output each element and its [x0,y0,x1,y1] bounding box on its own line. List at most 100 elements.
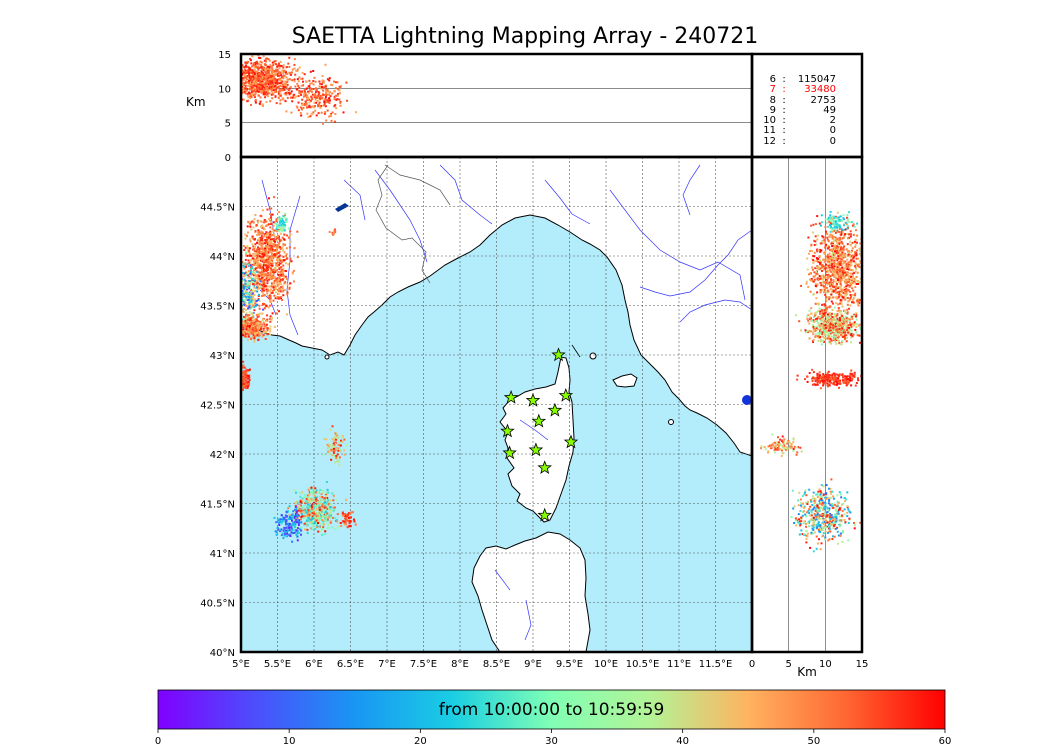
lightning-source [244,286,247,289]
lightning-source [270,291,273,294]
lightning-source [257,94,260,97]
lightning-source [833,247,836,250]
lightning-source [305,102,308,105]
lightning-source [247,333,250,336]
lightning-source [259,81,262,84]
lightning-source [271,228,274,231]
lightning-source [284,71,287,74]
lightning-source [261,66,264,69]
lightning-source [855,229,857,232]
lightning-source [264,69,267,72]
lightning-source [328,99,331,102]
lightning-source [271,67,273,70]
lightning-source [815,311,818,314]
lightning-source [247,318,249,321]
lightning-source [256,331,258,334]
lightning-source [242,366,244,369]
lightning-source [851,287,854,290]
lightning-source [258,66,261,69]
lightning-source [278,276,281,278]
lightning-source [242,364,245,367]
lightning-source [268,285,271,288]
lightning-source [253,258,256,261]
lightning-source [846,311,849,314]
lightning-source [224,74,226,76]
lightning-source [288,56,291,59]
lightning-source [826,238,829,241]
lightning-source [236,72,238,74]
lightning-source [278,72,281,75]
lightning-source [252,245,255,248]
lightning-source [318,101,321,104]
lightning-source [232,89,234,91]
lightning-source [254,299,257,302]
lightning-source [251,263,254,266]
lightning-source [337,447,340,450]
lightning-source [255,321,258,324]
lightning-source [245,368,248,371]
lightning-source [845,294,848,297]
lightning-source [251,304,254,307]
lightning-source [812,268,814,271]
lightning-source [841,251,844,254]
lightning-source [849,294,852,296]
lightning-source [263,219,266,221]
lightning-source [293,280,295,283]
lightning-source [849,268,852,271]
lightning-source [307,85,310,88]
lightning-source [280,522,283,525]
lightning-source [844,267,847,270]
lightning-source [235,302,237,304]
lightning-source [818,334,821,337]
lightning-source [295,69,298,72]
lightning-source [806,330,809,333]
lightning-source [823,323,826,326]
lightning-source [809,249,812,252]
lightning-source [820,328,823,330]
lightning-source [826,330,828,333]
lightning-source [847,237,849,240]
lightning-source [256,328,259,331]
lightning-source [831,255,834,258]
lightning-source [249,327,252,330]
lightning-source [852,260,855,263]
lightning-source [276,64,279,67]
lightning-source [317,530,320,533]
lightning-source [831,302,834,305]
lightning-source [273,196,276,199]
lightning-source [834,288,837,291]
lightning-source [853,240,856,243]
lightning-source [865,309,867,311]
lightning-source [249,272,252,275]
lightning-source [836,245,839,248]
lightning-source [269,320,272,323]
lightning-source [847,331,850,334]
lightning-source [840,313,843,316]
lightning-source [291,272,294,275]
lightning-source [816,238,819,241]
lightning-source [300,517,303,519]
lightning-source [307,505,310,508]
lightning-source [846,249,849,252]
lightning-source [233,332,235,334]
lightning-source [320,104,322,107]
lightning-source [839,311,842,313]
lightning-source [262,318,265,321]
lightning-source [255,250,258,253]
lightning-source [244,301,247,304]
lightning-source [845,287,848,290]
lightning-source [258,333,261,336]
lightning-source [300,508,303,511]
lightning-source [833,252,836,255]
lightning-source [278,287,281,290]
lightning-source [845,282,848,285]
lightning-source [304,515,307,518]
lightning-source [262,82,265,85]
lightning-source [322,504,325,507]
lightning-source [248,67,251,70]
lightning-source [846,325,849,328]
lightning-source [282,64,285,67]
lightning-source [835,315,838,318]
lightning-source [333,230,336,232]
lightning-source [274,72,277,75]
